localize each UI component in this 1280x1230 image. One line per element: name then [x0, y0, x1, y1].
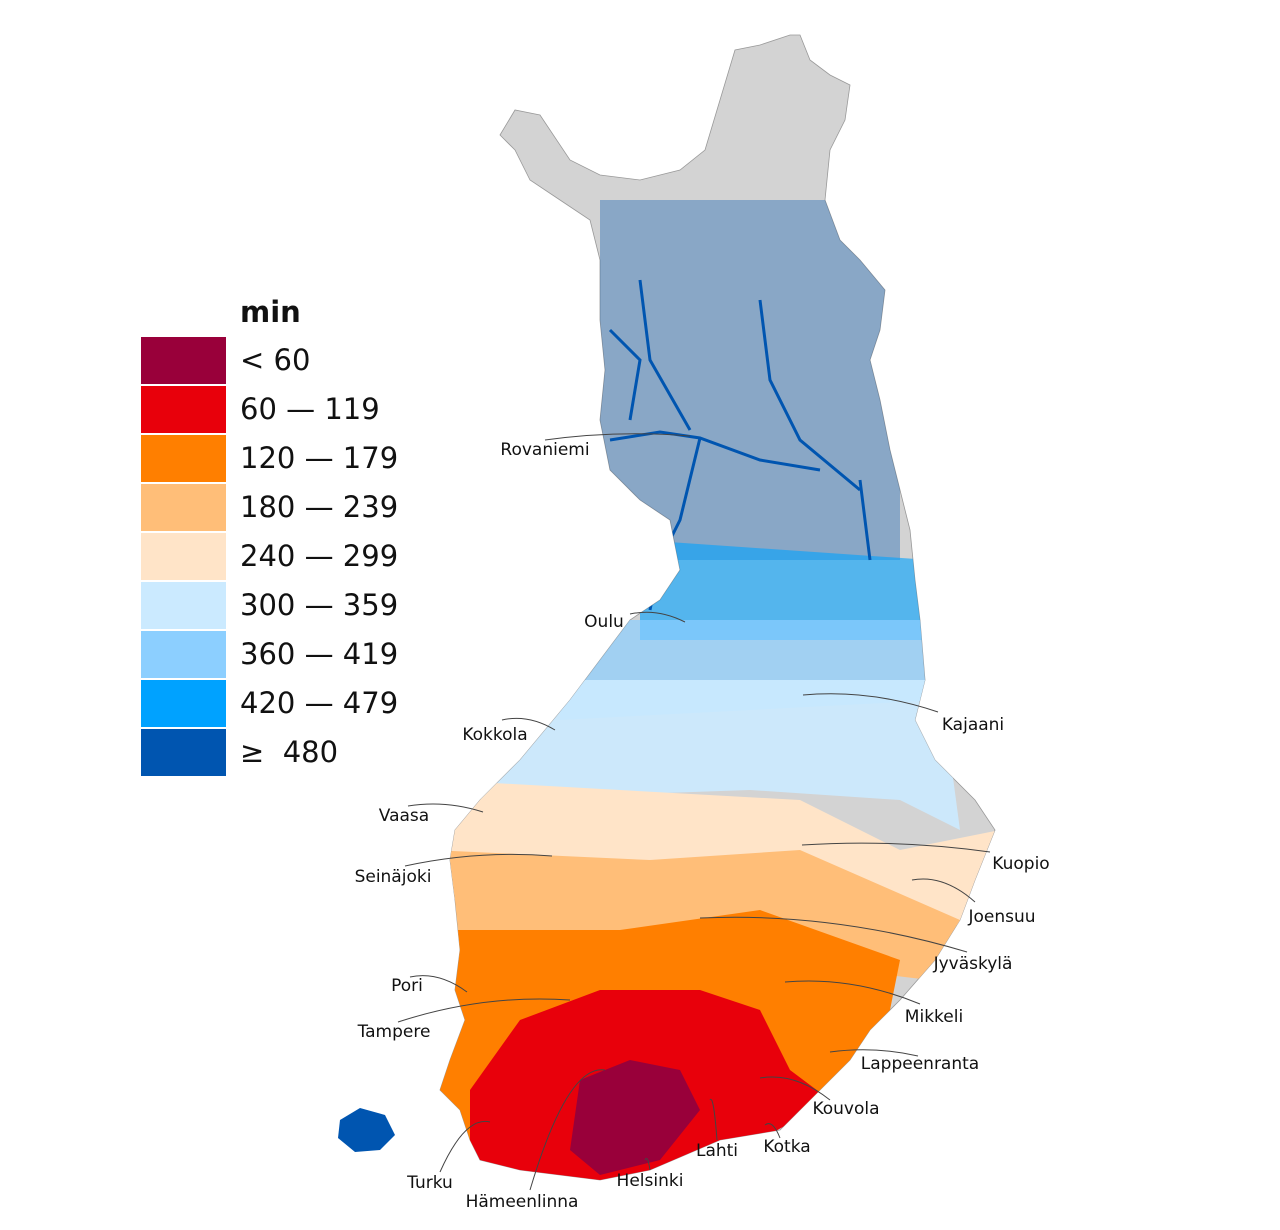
city-label: Lappeenranta [861, 1054, 979, 1074]
city-label: Jyväskylä [933, 954, 1013, 974]
city-label: Seinäjoki [355, 867, 432, 887]
legend-label: 180 — 239 [240, 490, 398, 524]
river [758, 299, 861, 492]
city-label: Kouvola [812, 1099, 879, 1119]
leader-line [407, 803, 484, 813]
aland-islands [338, 1108, 395, 1152]
finland-map [338, 34, 996, 1181]
legend-label: 60 — 119 [240, 392, 380, 426]
leader-line [404, 853, 553, 867]
leader-line [829, 1049, 919, 1057]
legend-label: 120 — 179 [240, 441, 398, 475]
legend-label: 360 — 419 [240, 637, 398, 671]
leader-line [759, 1076, 831, 1101]
leader-line [397, 998, 571, 1023]
leader-line [644, 1157, 651, 1171]
leader-line [501, 717, 556, 731]
travel-time-zone [640, 540, 930, 640]
legend-label: < 60 [240, 343, 310, 377]
legend-title: min [240, 295, 301, 329]
city-labels: Rovaniemi Oulu Kokkola Vaasa Seinäjoki Pori Ta… [355, 433, 1050, 1212]
leader-line [529, 1069, 606, 1191]
city-label: Kajaani [942, 715, 1004, 735]
city-label: Tampere [357, 1022, 431, 1042]
river [858, 479, 872, 561]
travel-time-zone [600, 200, 900, 560]
city-label: Pori [391, 976, 423, 996]
leader-line [802, 693, 939, 713]
city-label: Hämeenlinna [466, 1192, 579, 1212]
river [608, 328, 642, 421]
legend-label: 240 — 299 [240, 539, 398, 573]
city-label: Vaasa [379, 806, 429, 826]
leader-line [911, 878, 976, 903]
leader-line [801, 842, 991, 853]
river [638, 279, 692, 431]
legend-label: ≥ 480 [240, 735, 338, 769]
city-label: Lahti [696, 1141, 738, 1161]
city-label: Turku [406, 1173, 453, 1193]
legend-label: 300 — 359 [240, 588, 398, 622]
legend-swatch [141, 337, 226, 384]
leader-line [439, 1120, 491, 1173]
legend-swatch [141, 484, 226, 531]
city-label: Mikkeli [905, 1007, 963, 1027]
city-label: Kuopio [992, 854, 1049, 874]
city-label: Rovaniemi [500, 440, 589, 460]
legend-swatch [141, 435, 226, 482]
city-label: Oulu [584, 612, 624, 632]
legend-swatch [141, 680, 226, 727]
leader-line [699, 916, 968, 953]
city-label: Helsinki [617, 1171, 684, 1191]
leader-line [709, 1098, 718, 1141]
legend-swatch [141, 533, 226, 580]
city-label: Kokkola [462, 725, 527, 745]
legend-label: 420 — 479 [240, 686, 398, 720]
legend-swatch [141, 386, 226, 433]
travel-time-zone [570, 1060, 700, 1175]
leader-line [629, 611, 686, 623]
legend-swatch [141, 631, 226, 678]
city-label: Kotka [763, 1137, 810, 1157]
leader-line [544, 433, 691, 441]
legend-swatch [141, 582, 226, 629]
city-label: Joensuu [967, 907, 1035, 927]
leader-line [764, 1123, 781, 1139]
leader-line [784, 980, 921, 1005]
legend-swatch [141, 729, 226, 776]
legend: min < 60 60 — 119 120 — 179 180 — 239 240 — … [141, 295, 398, 776]
leader-line [409, 975, 468, 993]
